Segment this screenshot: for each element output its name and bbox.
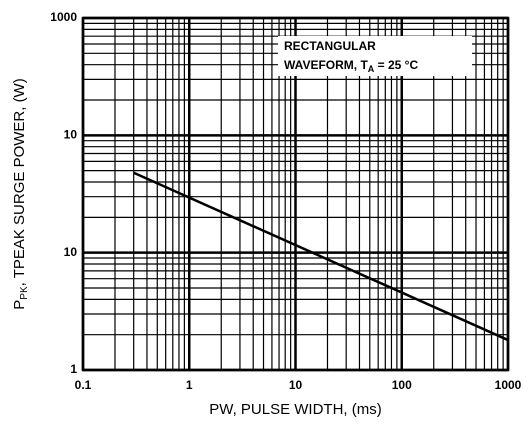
plot-frame (81, 16, 510, 372)
y-tick-label: 1000 (50, 10, 77, 24)
data-line (133, 171, 509, 342)
annotation-line: WAVEFORM, TA = 25 °C (284, 58, 418, 74)
marks (133, 36, 509, 342)
y-tick-label: 10 (64, 245, 78, 259)
annotation-line: RECTANGULAR (284, 39, 376, 53)
grid (81, 16, 510, 372)
y-label-part: PK (19, 286, 30, 300)
x-tick-label: 1 (186, 378, 193, 392)
y-axis-label: PPK, TPEAK SURGE POWER, (W) (11, 78, 30, 309)
x-tick-label: 100 (392, 378, 412, 392)
annotation-part: WAVEFORM, T (284, 58, 368, 72)
annotation-part: = 25 °C (374, 58, 418, 72)
x-axis-label: PW, PULSE WIDTH, (ms) (209, 401, 382, 418)
annotation-part: A (368, 64, 375, 74)
labels: 0.1 1 10 100 1000 1 10 10 1000 RECTANGULAR WAVEFOR… (11, 10, 522, 418)
y-tick-label: 10 (64, 128, 78, 142)
y-label-part: , TPEAK SURGE POWER, (W) (11, 78, 28, 286)
x-tick-label: 0.1 (75, 378, 92, 392)
x-tick-label: 10 (289, 378, 303, 392)
x-tick-label: 1000 (495, 378, 522, 392)
y-label-part: P (11, 300, 28, 310)
annotation-box (278, 36, 472, 76)
y-tick-label: 1 (70, 362, 77, 376)
